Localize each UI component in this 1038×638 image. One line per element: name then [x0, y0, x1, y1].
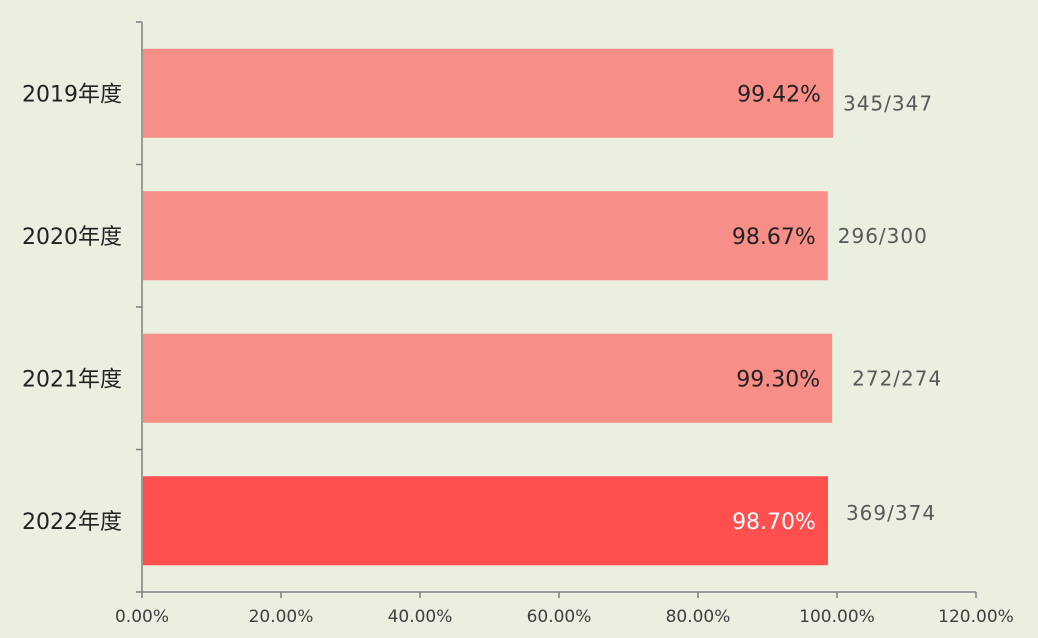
value-label: 98.70% — [732, 510, 816, 535]
category-label: 2020年度 — [22, 225, 122, 250]
value-label: 99.30% — [736, 367, 820, 392]
x-tick-label: 20.00% — [249, 607, 314, 627]
bar-2020年度 — [143, 191, 828, 281]
bar-2021年度 — [143, 333, 833, 423]
category-label: 2021年度 — [22, 367, 122, 392]
value-label: 99.42% — [737, 82, 821, 107]
x-tick-label: 60.00% — [527, 607, 592, 627]
x-tick-label: 80.00% — [666, 607, 731, 627]
count-annotation: 369/374 — [846, 501, 936, 525]
category-label: 2022年度 — [22, 510, 122, 535]
count-annotation: 272/274 — [852, 366, 942, 390]
count-annotation: 345/347 — [843, 91, 933, 115]
value-label: 98.67% — [732, 225, 816, 250]
x-tick-label: 40.00% — [388, 607, 453, 627]
category-label: 2019年度 — [22, 82, 122, 107]
bar-2022年度 — [143, 476, 828, 566]
x-tick-label: 120.00% — [938, 607, 1014, 627]
x-tick-label: 100.00% — [799, 607, 875, 627]
count-annotation: 296/300 — [838, 224, 928, 248]
x-tick-label: 0.00% — [115, 607, 169, 627]
bar-2019年度 — [143, 48, 833, 138]
